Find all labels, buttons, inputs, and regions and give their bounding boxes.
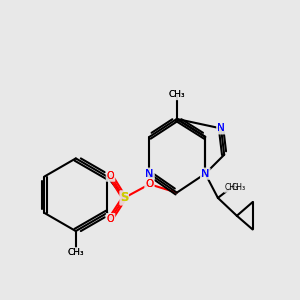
Text: O: O (107, 214, 114, 224)
Text: N: N (145, 169, 154, 179)
Text: N: N (145, 169, 154, 179)
Text: CH₃: CH₃ (232, 183, 246, 192)
Text: O: O (107, 214, 114, 224)
Text: N: N (201, 169, 209, 179)
Text: S: S (120, 191, 128, 204)
Text: O: O (145, 179, 154, 189)
Text: CH₃: CH₃ (68, 248, 84, 257)
Text: CH₃: CH₃ (169, 90, 185, 99)
Text: O: O (107, 171, 114, 181)
Text: S: S (121, 191, 128, 204)
Text: N: N (201, 169, 209, 179)
Text: CH₃: CH₃ (224, 183, 239, 192)
Text: O: O (107, 171, 114, 181)
Text: O: O (145, 179, 154, 189)
Text: CH₃: CH₃ (68, 248, 84, 257)
Text: N: N (217, 123, 225, 134)
Text: N: N (217, 123, 225, 134)
Text: CH₃: CH₃ (169, 90, 185, 99)
